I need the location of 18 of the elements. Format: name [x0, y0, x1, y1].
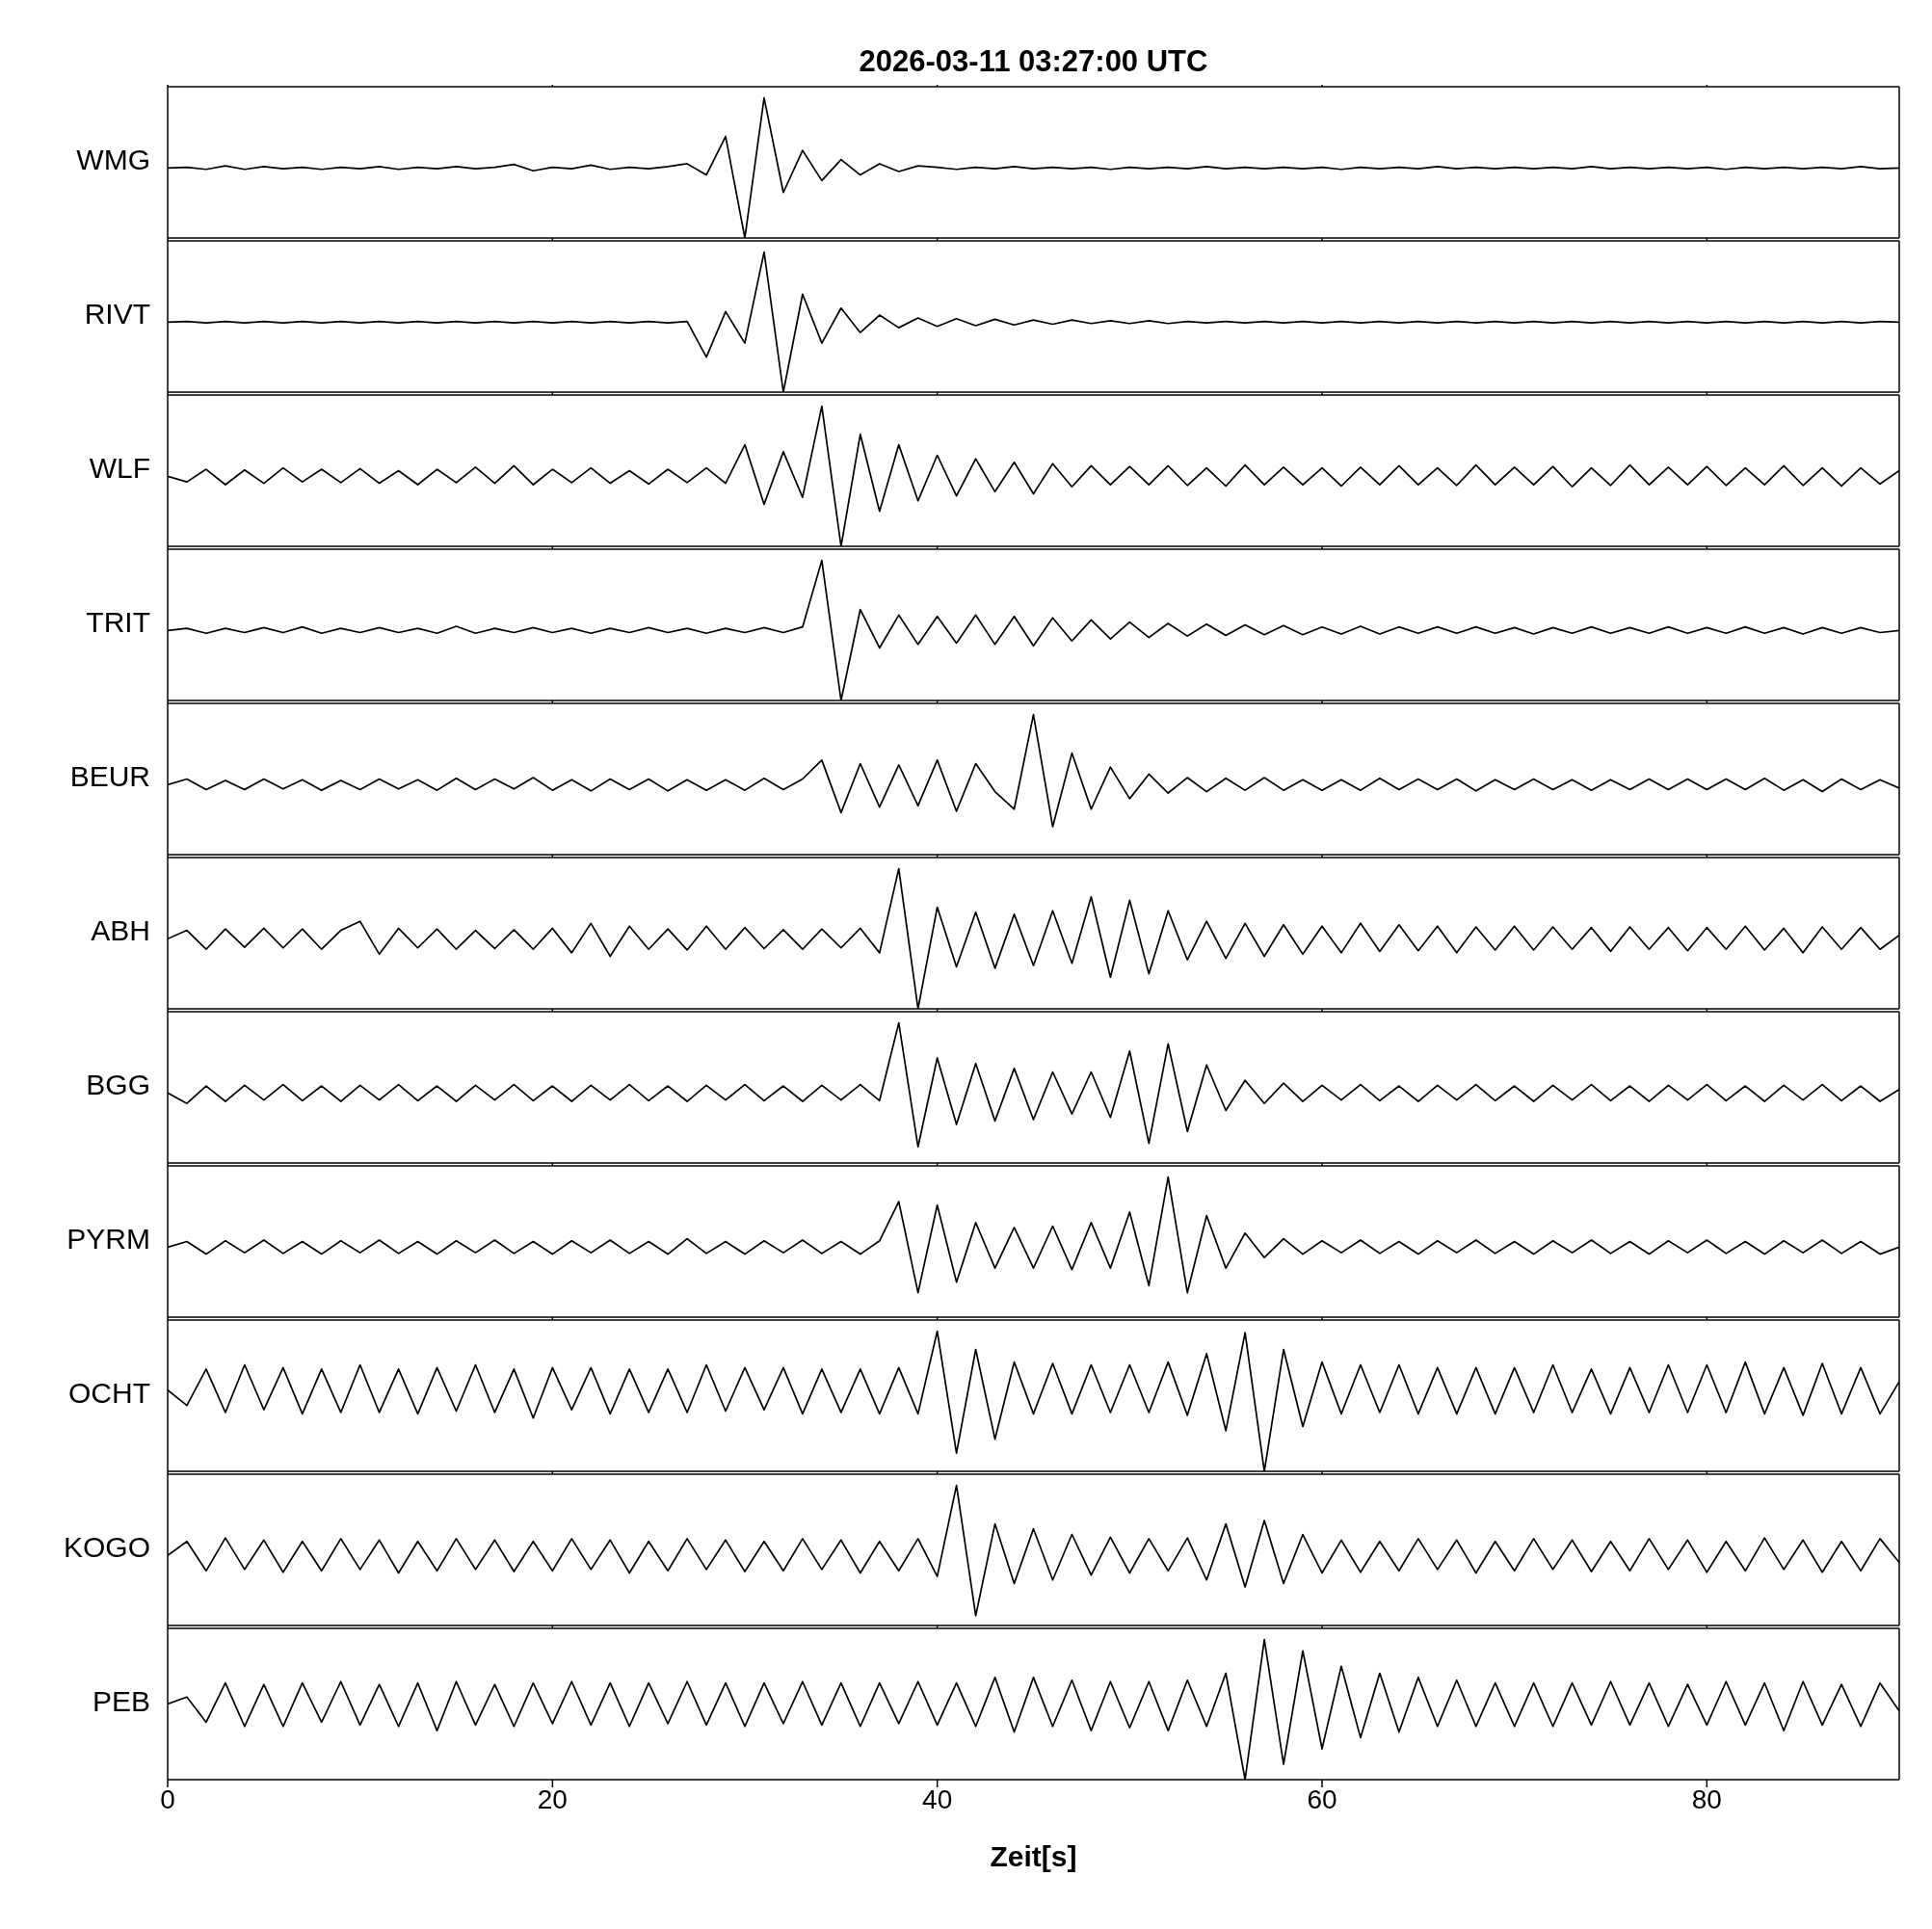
- y-axis-title: KOGO: [63, 1531, 150, 1564]
- y-axis-title: WMG: [76, 144, 150, 176]
- y-axis-title: OCHT: [68, 1377, 150, 1410]
- y-axis-title: WLF: [89, 452, 150, 485]
- y-axis-title: TRIT: [86, 606, 150, 639]
- x-tick-label: 80: [1691, 1784, 1722, 1814]
- y-axis-title: PEB: [92, 1685, 150, 1718]
- y-axis-title: ABH: [91, 914, 150, 947]
- y-axis-title: BEUR: [69, 760, 150, 793]
- y-axis-title: BGG: [86, 1069, 150, 1101]
- chart-title: 2026-03-11 03:27:00 UTC: [858, 43, 1209, 80]
- x-tick-label: 60: [1307, 1784, 1337, 1814]
- x-axis-title: Zeit[s]: [990, 1840, 1077, 1872]
- x-tick-label: 0: [160, 1784, 175, 1814]
- x-tick-label: 40: [922, 1784, 953, 1814]
- x-tick-label: 20: [537, 1784, 568, 1814]
- y-axis-title: RIVT: [84, 298, 150, 330]
- y-axis-title: PYRM: [66, 1223, 150, 1255]
